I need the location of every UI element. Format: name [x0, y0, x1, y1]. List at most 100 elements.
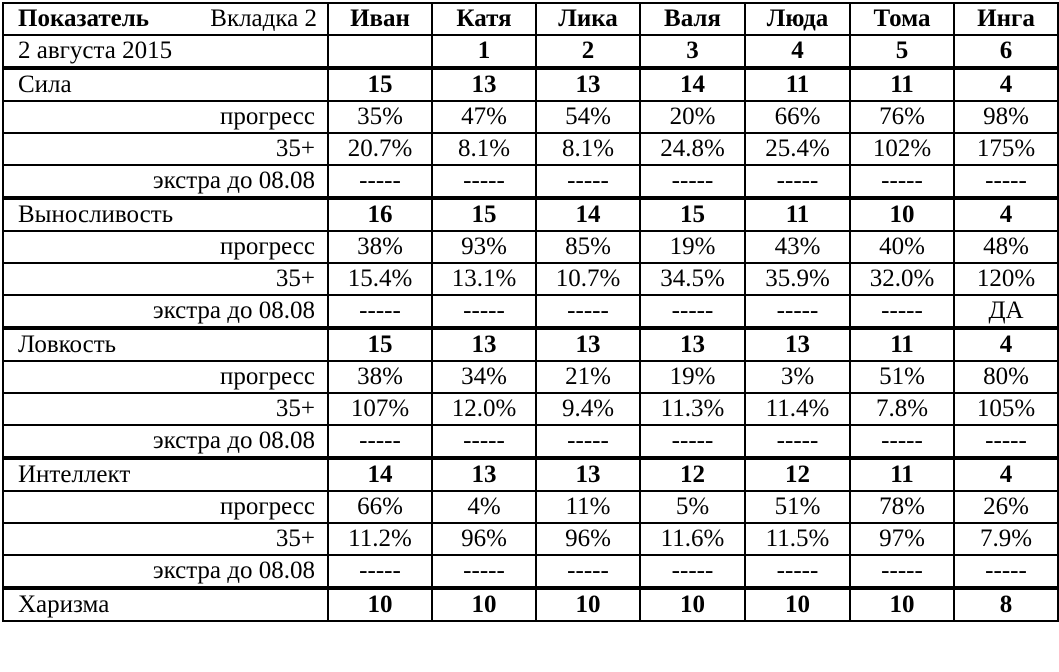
stat-name: Харизма: [2, 586, 329, 622]
plus-value: 8.1%: [431, 132, 537, 166]
stat-value: 13: [431, 66, 537, 102]
plus-value: 7.9%: [953, 522, 1059, 556]
plus-label: 35+: [2, 392, 329, 426]
progress-value: 85%: [535, 230, 641, 264]
extra-value: -----: [744, 294, 851, 329]
plus-value: 10.7%: [535, 262, 641, 296]
progress-row: прогресс 66% 4% 11% 5% 51% 78% 26%: [2, 490, 1059, 524]
stat-value: 16: [327, 196, 433, 232]
plus-value: 20.7%: [327, 132, 433, 166]
extra-value: -----: [849, 424, 955, 459]
stat-value: 12: [639, 456, 746, 492]
extra-label: экстра до 08.08: [2, 554, 329, 589]
extra-row: экстра до 08.08 ----- ----- ----- ----- -----…: [2, 554, 1059, 589]
header-number: 5: [849, 34, 955, 69]
progress-value: 5%: [639, 490, 746, 524]
progress-value: 38%: [327, 230, 433, 264]
progress-row: прогресс 38% 34% 21% 19% 3% 51% 80%: [2, 360, 1059, 394]
extra-value: -----: [849, 294, 955, 329]
extra-value: -----: [327, 424, 433, 459]
stat-value: 10: [535, 586, 641, 622]
plus-label: 35+: [2, 262, 329, 296]
stat-value: 15: [327, 326, 433, 362]
extra-value: -----: [327, 554, 433, 589]
stat-value: 10: [431, 586, 537, 622]
extra-value: -----: [639, 294, 746, 329]
plus-row: 35+ 11.2% 96% 96% 11.6% 11.5% 97% 7.9%: [2, 522, 1059, 556]
stat-row: Выносливость 16 15 14 15 11 10 4: [2, 196, 1059, 232]
progress-value: 19%: [639, 360, 746, 394]
plus-value: 97%: [849, 522, 955, 556]
stat-row: Ловкость 15 13 13 13 13 11 4: [2, 326, 1059, 362]
stat-value: 13: [535, 456, 641, 492]
extra-value: -----: [431, 554, 537, 589]
extra-value: -----: [849, 554, 955, 589]
extra-value: -----: [327, 164, 433, 199]
stat-value: 13: [431, 456, 537, 492]
progress-value: 66%: [327, 490, 433, 524]
header-row-names: Показатель Вкладка 2 Иван Катя Лика Валя…: [2, 2, 1059, 36]
plus-value: 11.5%: [744, 522, 851, 556]
progress-value: 4%: [431, 490, 537, 524]
plus-value: 7.8%: [849, 392, 955, 426]
stat-value: 13: [744, 326, 851, 362]
extra-value: -----: [431, 424, 537, 459]
extra-value: -----: [744, 164, 851, 199]
stat-value: 14: [639, 66, 746, 102]
stat-value: 8: [953, 586, 1059, 622]
extra-value: -----: [535, 294, 641, 329]
progress-value: 48%: [953, 230, 1059, 264]
stat-value: 12: [744, 456, 851, 492]
plus-value: 96%: [535, 522, 641, 556]
progress-value: 54%: [535, 100, 641, 134]
extra-value: -----: [639, 554, 746, 589]
stat-row: Сила 15 13 13 14 11 11 4: [2, 66, 1059, 102]
plus-value: 11.3%: [639, 392, 746, 426]
progress-value: 93%: [431, 230, 537, 264]
stat-name: Сила: [2, 66, 329, 102]
progress-value: 3%: [744, 360, 851, 394]
progress-value: 47%: [431, 100, 537, 134]
plus-value: 35.9%: [744, 262, 851, 296]
plus-value: 96%: [431, 522, 537, 556]
stat-value: 15: [327, 66, 433, 102]
plus-value: 12.0%: [431, 392, 537, 426]
plus-value: 120%: [953, 262, 1059, 296]
stat-value: 11: [744, 66, 851, 102]
date-cell: 2 августа 2015: [2, 34, 329, 69]
progress-value: 76%: [849, 100, 955, 134]
stat-value: 10: [744, 586, 851, 622]
stat-value: 15: [431, 196, 537, 232]
extra-label: экстра до 08.08: [2, 294, 329, 329]
extra-value: -----: [535, 554, 641, 589]
plus-value: 105%: [953, 392, 1059, 426]
header-name: Люда: [744, 2, 851, 36]
extra-row: экстра до 08.08 ----- ----- ----- ----- -----…: [2, 164, 1059, 199]
column-title: Показатель: [18, 5, 149, 32]
progress-value: 26%: [953, 490, 1059, 524]
extra-value: -----: [744, 554, 851, 589]
plus-value: 34.5%: [639, 262, 746, 296]
progress-value: 40%: [849, 230, 955, 264]
stat-value: 13: [535, 66, 641, 102]
header-number: [327, 35, 433, 69]
header-number: 4: [744, 34, 851, 69]
extra-value: -----: [535, 164, 641, 199]
stat-value: 14: [327, 456, 433, 492]
header-name: Лика: [535, 2, 641, 36]
stat-value: 11: [849, 456, 955, 492]
extra-value: -----: [953, 554, 1059, 589]
plus-value: 13.1%: [431, 262, 537, 296]
progress-row: прогресс 35% 47% 54% 20% 66% 76% 98%: [2, 100, 1059, 134]
progress-value: 38%: [327, 360, 433, 394]
extra-value: -----: [849, 164, 955, 199]
extra-row: экстра до 08.08 ----- ----- ----- ----- -----…: [2, 424, 1059, 459]
plus-value: 15.4%: [327, 262, 433, 296]
plus-value: 32.0%: [849, 262, 955, 296]
progress-value: 21%: [535, 360, 641, 394]
stat-value: 11: [849, 326, 955, 362]
progress-label: прогресс: [2, 100, 329, 134]
stat-value: 11: [849, 66, 955, 102]
progress-value: 20%: [639, 100, 746, 134]
plus-value: 11.4%: [744, 392, 851, 426]
